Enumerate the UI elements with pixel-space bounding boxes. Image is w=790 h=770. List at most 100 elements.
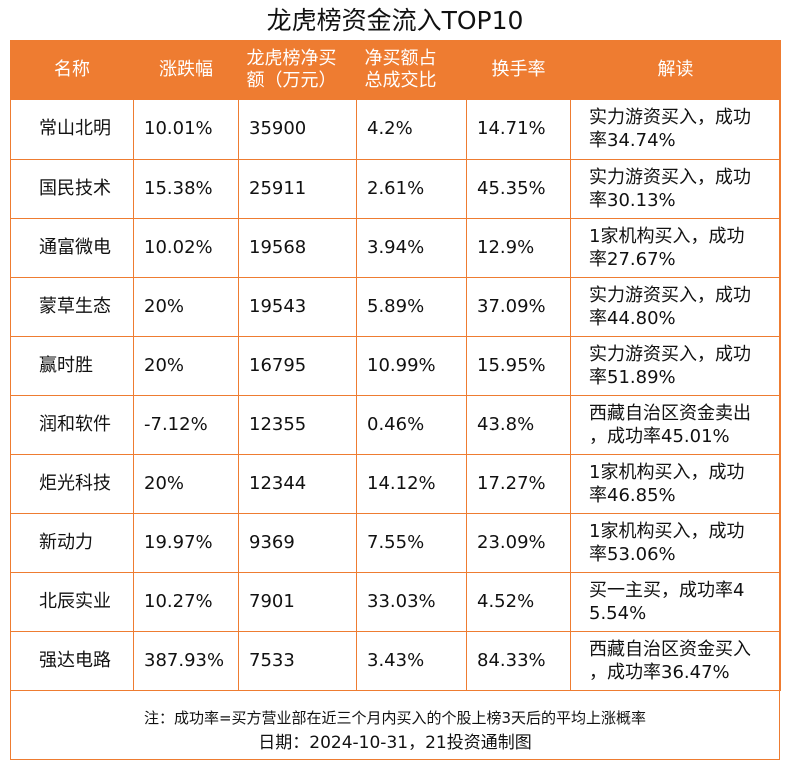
- desc-line: 实力游资买入，成功: [589, 343, 751, 365]
- turnover-cell: 4.52%: [466, 572, 571, 632]
- net-buy-cell: 9369: [238, 513, 357, 573]
- change-cell: -7.12%: [133, 395, 239, 455]
- desc-cell: 实力游资买入，成功 率44.80%: [570, 277, 781, 337]
- table-row: 蒙草生态 20% 19543 5.89% 37.09% 实力游资买入，成功 率44.80%: [10, 277, 781, 337]
- net-buy-cell: 19568: [238, 218, 357, 278]
- desc-cell: 实力游资买入，成功 率51.89%: [570, 336, 781, 396]
- desc-line: 实力游资买入，成功: [589, 284, 751, 306]
- desc-line: 率51.89%: [589, 366, 676, 388]
- table-row: 国民技术 15.38% 25911 2.61% 45.35% 实力游资买入，成功 率30.1…: [10, 159, 781, 219]
- ratio-cell: 3.43%: [356, 631, 467, 691]
- ratio-cell: 2.61%: [356, 159, 467, 219]
- turnover-cell: 17.27%: [466, 454, 571, 514]
- change-cell: 20%: [133, 454, 239, 514]
- desc-line: 率46.85%: [589, 484, 676, 506]
- desc-line: ，成功率45.01%: [589, 425, 730, 447]
- desc-line: 实力游资买入，成功: [589, 166, 751, 188]
- header-turnover: 换手率: [466, 40, 571, 100]
- net-buy-cell: 7901: [238, 572, 357, 632]
- desc-cell: 西藏自治区资金卖出 ，成功率45.01%: [570, 395, 781, 455]
- turnover-cell: 37.09%: [466, 277, 571, 337]
- desc-cell: 买一主买，成功率4 5.54%: [570, 572, 781, 632]
- change-cell: 15.38%: [133, 159, 239, 219]
- desc-cell: 西藏自治区资金买入 ，成功率36.47%: [570, 631, 781, 691]
- table-row: 北辰实业 10.27% 7901 33.03% 4.52% 买一主买，成功率4 5.54%: [10, 572, 781, 632]
- stock-name-cell: 炬光科技: [10, 454, 134, 514]
- change-cell: 19.97%: [133, 513, 239, 573]
- desc-line: 1家机构买入，成功: [589, 461, 745, 483]
- ratio-cell: 10.99%: [356, 336, 467, 396]
- desc-cell: 实力游资买入，成功 率34.74%: [570, 100, 781, 160]
- data-table: 名称 涨跌幅 龙虎榜净买 额（万元） 净买额占 总成交比 换手率 解读 常山北明 10…: [10, 40, 781, 691]
- net-buy-cell: 19543: [238, 277, 357, 337]
- header-net-buy: 龙虎榜净买 额（万元）: [238, 40, 357, 100]
- desc-line: 率30.13%: [589, 189, 676, 211]
- stock-name-cell: 北辰实业: [10, 572, 134, 632]
- net-buy-cell: 16795: [238, 336, 357, 396]
- stock-name-cell: 赢时胜: [10, 336, 134, 396]
- net-buy-cell: 7533: [238, 631, 357, 691]
- desc-cell: 1家机构买入，成功 率46.85%: [570, 454, 781, 514]
- turnover-cell: 12.9%: [466, 218, 571, 278]
- stock-name-cell: 国民技术: [10, 159, 134, 219]
- turnover-cell: 43.8%: [466, 395, 571, 455]
- footnote: 注：成功率=买方营业部在近三个月内买入的个股上榜3天后的平均上涨概率: [143, 709, 647, 727]
- header-change: 涨跌幅: [133, 40, 239, 100]
- net-buy-cell: 12355: [238, 395, 357, 455]
- turnover-cell: 84.33%: [466, 631, 571, 691]
- net-buy-cell: 35900: [238, 100, 357, 160]
- desc-line: 率27.67%: [589, 248, 676, 270]
- change-cell: 10.02%: [133, 218, 239, 278]
- stock-name-cell: 常山北明: [10, 100, 134, 160]
- desc-line: 买一主买，成功率4: [589, 579, 745, 601]
- net-buy-cell: 12344: [238, 454, 357, 514]
- turnover-cell: 15.95%: [466, 336, 571, 396]
- desc-line: 西藏自治区资金买入: [589, 638, 751, 660]
- ratio-cell: 5.89%: [356, 277, 467, 337]
- table-row: 新动力 19.97% 9369 7.55% 23.09% 1家机构买入，成功 率53.06%: [10, 513, 781, 573]
- desc-line: 1家机构买入，成功: [589, 225, 745, 247]
- ratio-cell: 33.03%: [356, 572, 467, 632]
- turnover-cell: 14.71%: [466, 100, 571, 160]
- change-cell: 20%: [133, 336, 239, 396]
- ratio-cell: 7.55%: [356, 513, 467, 573]
- desc-line: 5.54%: [589, 602, 647, 624]
- net-buy-cell: 25911: [238, 159, 357, 219]
- header-desc: 解读: [570, 40, 781, 100]
- date-line: 日期：2024-10-31，21投资通制图: [258, 733, 532, 753]
- change-cell: 20%: [133, 277, 239, 337]
- table-row: 赢时胜 20% 16795 10.99% 15.95% 实力游资买入，成功 率51.89%: [10, 336, 781, 396]
- desc-line: 率53.06%: [589, 543, 676, 565]
- table-row: 通富微电 10.02% 19568 3.94% 12.9% 1家机构买入，成功 率27.67…: [10, 218, 781, 278]
- turnover-cell: 45.35%: [466, 159, 571, 219]
- desc-line: ，成功率36.47%: [589, 661, 730, 683]
- stock-name-cell: 强达电路: [10, 631, 134, 691]
- header-ratio: 净买额占 总成交比: [356, 40, 467, 100]
- desc-line: 西藏自治区资金卖出: [589, 402, 751, 424]
- desc-cell: 实力游资买入，成功 率30.13%: [570, 159, 781, 219]
- desc-line: 1家机构买入，成功: [589, 520, 745, 542]
- turnover-cell: 23.09%: [466, 513, 571, 573]
- ratio-cell: 3.94%: [356, 218, 467, 278]
- change-cell: 387.93%: [133, 631, 239, 691]
- table-row: 润和软件 -7.12% 12355 0.46% 43.8% 西藏自治区资金卖出 ，成功率45…: [10, 395, 781, 455]
- ratio-cell: 4.2%: [356, 100, 467, 160]
- table-row: 常山北明 10.01% 35900 4.2% 14.71% 实力游资买入，成功 率34.74…: [10, 100, 781, 160]
- desc-line: 率44.80%: [589, 307, 676, 329]
- change-cell: 10.01%: [133, 100, 239, 160]
- stock-name-cell: 新动力: [10, 513, 134, 573]
- table-row: 强达电路 387.93% 7533 3.43% 84.33% 西藏自治区资金买入 ，成功率3…: [10, 631, 781, 691]
- desc-cell: 1家机构买入，成功 率27.67%: [570, 218, 781, 278]
- table-row: 炬光科技 20% 12344 14.12% 17.27% 1家机构买入，成功 率46.85%: [10, 454, 781, 514]
- header-name: 名称: [10, 40, 134, 100]
- stock-name-cell: 通富微电: [10, 218, 134, 278]
- desc-line: 实力游资买入，成功: [589, 107, 751, 129]
- ratio-cell: 0.46%: [356, 395, 467, 455]
- desc-cell: 1家机构买入，成功 率53.06%: [570, 513, 781, 573]
- header-row: 名称 涨跌幅 龙虎榜净买 额（万元） 净买额占 总成交比 换手率 解读: [10, 40, 781, 100]
- change-cell: 10.27%: [133, 572, 239, 632]
- ratio-cell: 14.12%: [356, 454, 467, 514]
- desc-line: 率34.74%: [589, 130, 676, 152]
- stock-name-cell: 润和软件: [10, 395, 134, 455]
